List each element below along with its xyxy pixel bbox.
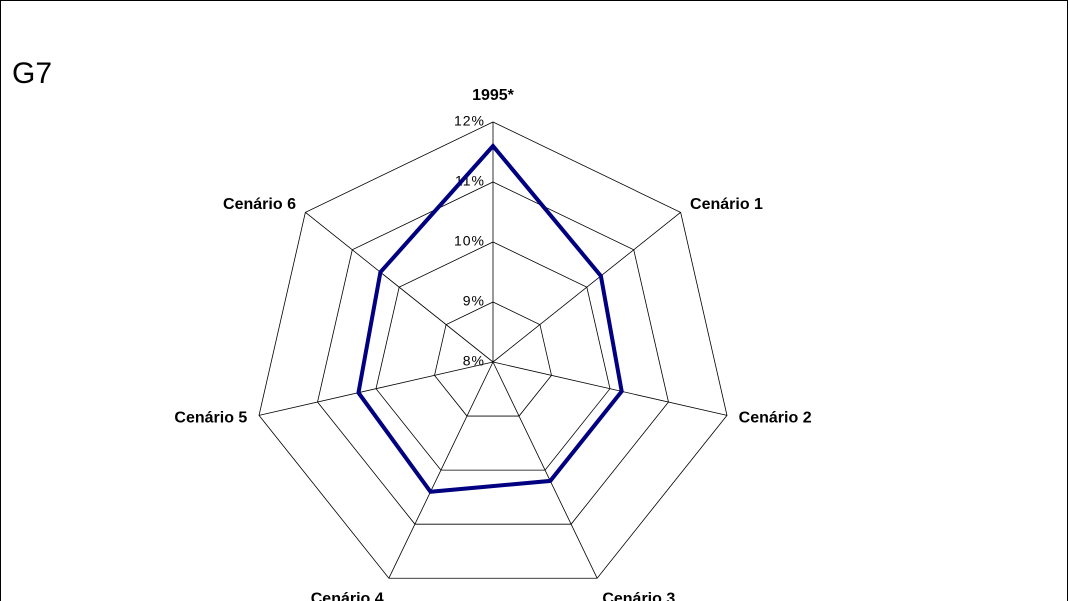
chart-title: G7: [12, 57, 52, 90]
y-tick-label: 9%: [463, 293, 485, 309]
y-tick-label: 11%: [455, 173, 485, 189]
category-label: Cenário 6: [223, 196, 296, 213]
spoke: [258, 361, 494, 416]
y-tick-label: 12%: [454, 113, 485, 129]
category-label: Cenário 4: [311, 590, 384, 601]
y-tick-label: 8%: [463, 353, 485, 369]
spoke: [305, 212, 494, 363]
category-label: Cenário 2: [739, 409, 812, 426]
grid-ring: [434, 301, 552, 417]
category-label: Cenário 5: [174, 409, 247, 426]
grid-ring: [317, 181, 669, 525]
grid-ring: [375, 241, 611, 471]
spoke: [492, 361, 728, 416]
spoke: [492, 361, 598, 579]
y-tick-label: 10%: [454, 233, 485, 249]
category-label: Cenário 1: [690, 196, 763, 213]
spoke: [388, 361, 494, 579]
category-label: 1995*: [472, 87, 515, 104]
spoke: [492, 212, 681, 363]
series-line: [356, 142, 624, 494]
grid-ring: [258, 121, 728, 579]
category-label: Cenário 3: [602, 590, 675, 601]
